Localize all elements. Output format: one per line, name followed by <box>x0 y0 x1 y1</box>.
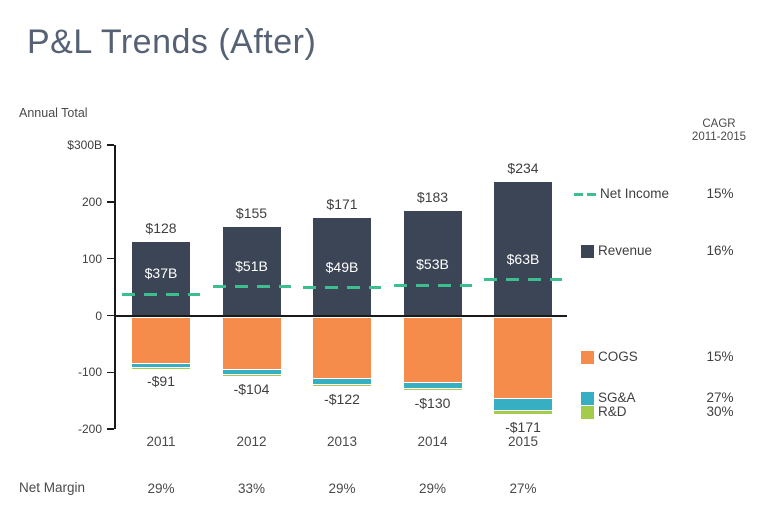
net-margin-value: 27% <box>509 481 537 496</box>
cogs-bar <box>403 317 462 382</box>
year-label: 2014 <box>417 434 448 449</box>
rd-bar <box>494 411 552 414</box>
zero-baseline <box>114 314 567 317</box>
cost-total-label: -$104 <box>233 380 270 397</box>
legend-item-rd: R&D <box>581 404 627 420</box>
revenue-value-label: $234 <box>507 160 539 177</box>
revenue-bar <box>403 211 462 315</box>
cogs-bar <box>132 317 190 363</box>
net-margin-value: 29% <box>147 481 175 496</box>
legend-item-sga: SG&A <box>581 390 636 406</box>
cagr-header-line2: 2011-2015 <box>691 131 747 143</box>
y-axis-tick-label: -100 <box>77 365 102 380</box>
cogs-bar <box>494 317 552 398</box>
y-axis-line <box>114 145 116 430</box>
y-axis-tick <box>107 201 114 203</box>
y-axis-tick-label: 200 <box>81 194 102 209</box>
cagr-value-net-income: 15% <box>706 186 734 201</box>
revenue-value-label: $155 <box>235 204 268 221</box>
cost-total-label: -$171 <box>505 418 541 435</box>
net-margin-value: 29% <box>418 481 447 496</box>
net-income-dash-icon <box>574 192 598 196</box>
cagr-header-line1: CAGR <box>702 118 736 130</box>
legend-item-revenue: Revenue <box>581 243 652 259</box>
sga-bar <box>132 363 190 368</box>
net-income-value-label: $51B <box>235 257 268 274</box>
legend-label-revenue: Revenue <box>598 243 653 258</box>
cogs-bar <box>222 317 281 370</box>
sga-bar <box>222 370 281 375</box>
sga-bar <box>313 379 371 385</box>
y-axis-tick <box>107 428 114 430</box>
legend-label-sga: SG&A <box>598 390 636 405</box>
legend-label-rd: R&D <box>598 404 627 419</box>
net-income-value-label: $53B <box>416 256 449 273</box>
cagr-value-rd: 30% <box>706 404 734 419</box>
net-margin-value: 33% <box>237 481 266 496</box>
rd-bar <box>403 389 462 391</box>
revenue-value-label: $128 <box>145 220 177 237</box>
y-axis-tick <box>107 371 114 374</box>
sga-bar <box>494 398 552 411</box>
rd-bar <box>313 385 371 387</box>
rd-swatch-icon <box>581 405 594 419</box>
revenue-value-label: $171 <box>326 195 358 212</box>
year-label: 2015 <box>507 434 539 449</box>
page-title: P&L Trends (After) <box>27 23 317 61</box>
net-income-line <box>484 278 562 282</box>
rd-bar <box>222 375 281 377</box>
net-margin-value: 29% <box>328 481 356 496</box>
y-axis-tick-label: -200 <box>77 422 102 437</box>
legend-item-net-income: Net Income <box>574 186 669 202</box>
net-income-value-label: $37B <box>144 265 178 282</box>
y-axis-tick-label: 100 <box>81 251 102 266</box>
sga-swatch-icon <box>581 391 594 405</box>
net-income-value-label: $49B <box>325 258 359 275</box>
cogs-bar <box>313 317 371 379</box>
net-income-line <box>212 285 291 289</box>
revenue-bar <box>222 226 281 315</box>
y-axis-tick <box>107 257 114 260</box>
cost-total-label: -$130 <box>414 395 451 412</box>
revenue-bar <box>494 182 552 315</box>
legend-label-net-income: Net Income <box>600 186 670 201</box>
cagr-header: CAGR 2011-2015 <box>674 118 764 144</box>
cost-total-label: -$122 <box>324 390 360 407</box>
legend-item-cogs: COGS <box>581 349 638 365</box>
cagr-value-cogs: 15% <box>706 349 734 364</box>
year-label: 2013 <box>326 434 358 449</box>
net-income-line <box>303 286 381 290</box>
revenue-bar <box>132 242 190 315</box>
year-label: 2011 <box>146 434 176 449</box>
net-income-line <box>122 292 200 296</box>
y-axis-tick-label: 0 <box>95 308 102 323</box>
cost-total-label: -$91 <box>146 373 176 390</box>
revenue-bar <box>313 217 371 315</box>
y-axis-caption: Annual Total <box>19 106 88 120</box>
net-income-value-label: $63B <box>506 250 540 267</box>
rd-bar <box>132 368 190 370</box>
y-axis-tick-label: $300B <box>67 138 102 153</box>
net-income-line <box>393 283 472 287</box>
year-label: 2012 <box>236 434 267 449</box>
revenue-swatch-icon <box>581 244 594 258</box>
legend-label-cogs: COGS <box>598 349 638 364</box>
sga-bar <box>403 382 462 389</box>
revenue-value-label: $183 <box>416 189 449 206</box>
y-axis-tick <box>107 144 114 146</box>
cagr-value-revenue: 16% <box>706 243 734 258</box>
y-axis-tick <box>107 314 114 317</box>
cagr-value-sga: 27% <box>706 390 734 405</box>
cogs-swatch-icon <box>581 350 594 364</box>
net-margin-row-label: Net Margin <box>19 480 86 495</box>
